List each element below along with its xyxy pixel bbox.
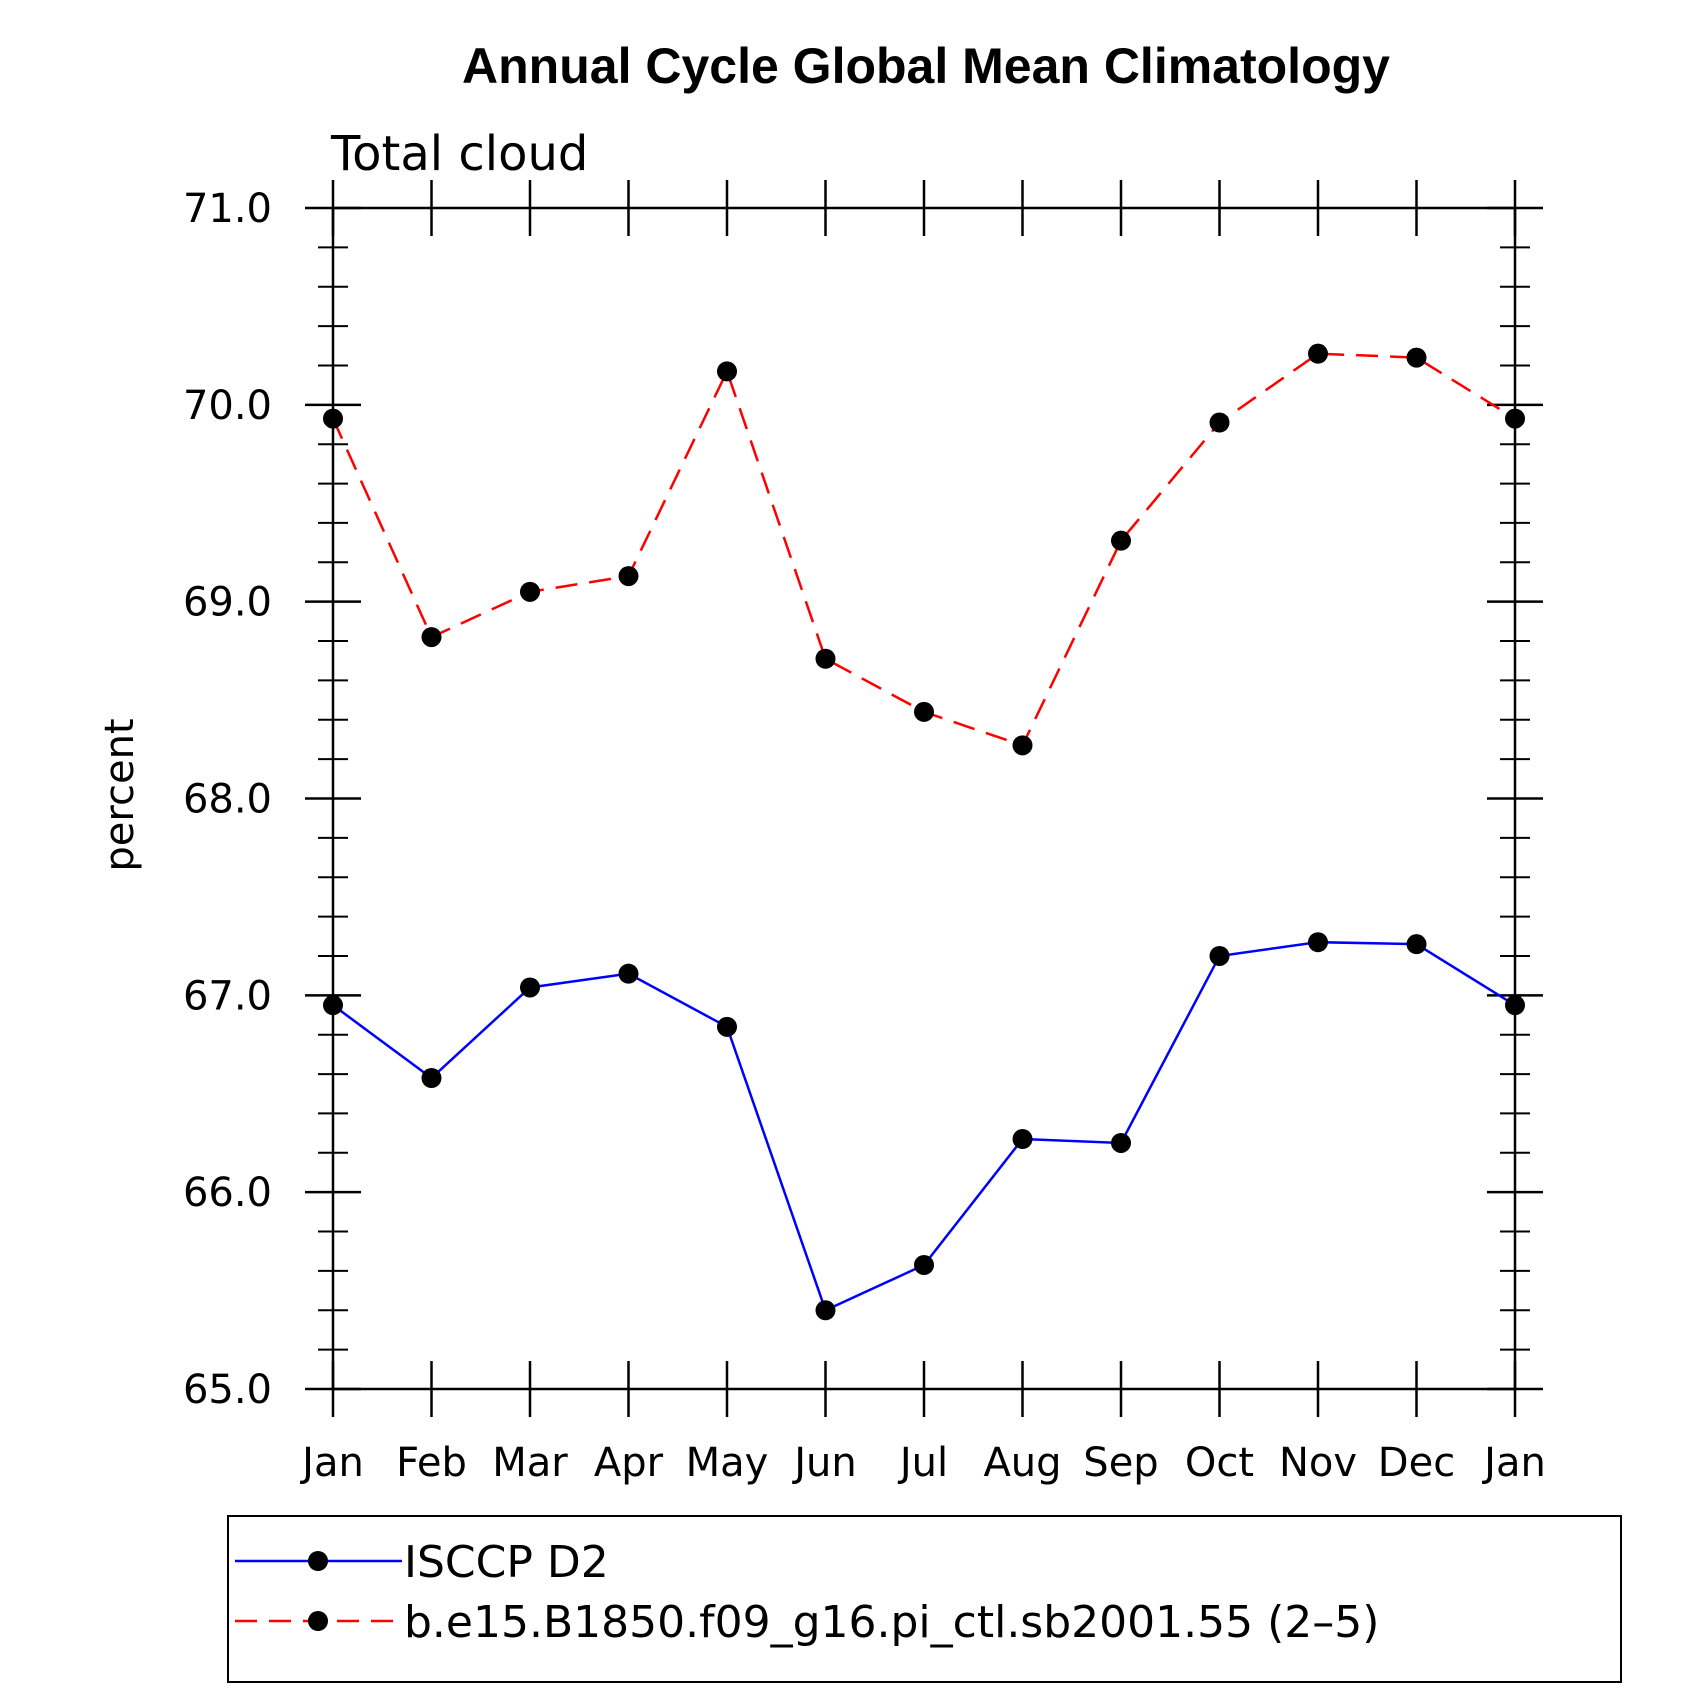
series-1-point xyxy=(520,977,540,998)
series-2-point xyxy=(1012,735,1033,756)
x-tick-label: May xyxy=(686,1440,769,1486)
series-2-point xyxy=(520,581,540,602)
chart-title: Annual Cycle Global Mean Climatology xyxy=(462,38,1390,94)
series-1-point xyxy=(815,1300,836,1321)
series-1-point xyxy=(1308,932,1328,953)
y-axis-label: percent xyxy=(97,718,143,871)
series-2-point xyxy=(717,361,737,382)
series-2-point xyxy=(1308,343,1328,364)
x-tick-label: Jan xyxy=(299,1440,364,1486)
x-tick-label: Aug xyxy=(983,1440,1061,1486)
y-tick-label: 68.0 xyxy=(183,777,272,823)
y-tick-label: 70.0 xyxy=(183,383,272,429)
legend: ISCCP D2 b.e15.B1850.f09_g16.pi_ctl.sb200… xyxy=(227,1515,1622,1683)
x-tick-label: Nov xyxy=(1279,1440,1357,1486)
series-2-point xyxy=(323,408,343,429)
axes: Jan Feb Mar Apr May Jun Jul Aug Sep Oct Nov Dec Jan 6… xyxy=(183,180,1546,1486)
plot-frame xyxy=(331,206,1517,1391)
series-line-2 xyxy=(331,352,1516,747)
y-tick-label: 67.0 xyxy=(183,973,272,1019)
series-1-point xyxy=(1505,995,1525,1016)
legend-label-1: ISCCP D2 xyxy=(404,1537,609,1588)
x-tick-label: Apr xyxy=(594,1440,664,1486)
x-tick-label: Jun xyxy=(791,1440,857,1486)
y-tick-label: 65.0 xyxy=(183,1367,272,1413)
x-tick-label: Dec xyxy=(1378,1440,1455,1486)
x-tick-label: Feb xyxy=(396,1440,467,1486)
series-2-point xyxy=(1209,412,1230,433)
series-2-point xyxy=(1406,347,1427,368)
y-tick-label: 71.0 xyxy=(183,186,272,232)
series-group xyxy=(323,343,1525,1321)
series-1-point xyxy=(421,1068,442,1089)
series-2-point xyxy=(815,648,836,669)
series-2-point xyxy=(1505,408,1525,429)
series-2-point xyxy=(1111,530,1131,551)
x-tick-label: Jul xyxy=(897,1440,948,1486)
y-tick-label: 66.0 xyxy=(183,1170,272,1216)
x-tick-label: Mar xyxy=(492,1440,568,1486)
x-tick-label: Jan xyxy=(1481,1440,1546,1486)
series-1-point xyxy=(618,963,639,984)
chart-subtitle: Total cloud xyxy=(330,126,588,182)
series-1-point xyxy=(1406,934,1427,955)
legend-marker-1 xyxy=(308,1551,328,1571)
series-2-point xyxy=(618,566,639,587)
legend-box xyxy=(227,1515,1622,1683)
series-1-point xyxy=(1209,945,1230,966)
x-tick-label: Sep xyxy=(1083,1440,1158,1486)
series-2-point xyxy=(421,627,442,648)
series-2-point xyxy=(914,701,934,722)
series-1-point xyxy=(1111,1132,1131,1153)
series-1-point xyxy=(323,995,343,1016)
series-1-point xyxy=(1012,1129,1033,1150)
legend-marker-2 xyxy=(308,1611,328,1631)
y-tick-label: 69.0 xyxy=(183,580,272,626)
x-tick-label: Oct xyxy=(1185,1440,1254,1486)
series-1-point xyxy=(717,1016,737,1037)
legend-label-2: b.e15.B1850.f09_g16.pi_ctl.sb2001.55 (2–… xyxy=(404,1597,1379,1648)
series-1-point xyxy=(914,1254,934,1275)
